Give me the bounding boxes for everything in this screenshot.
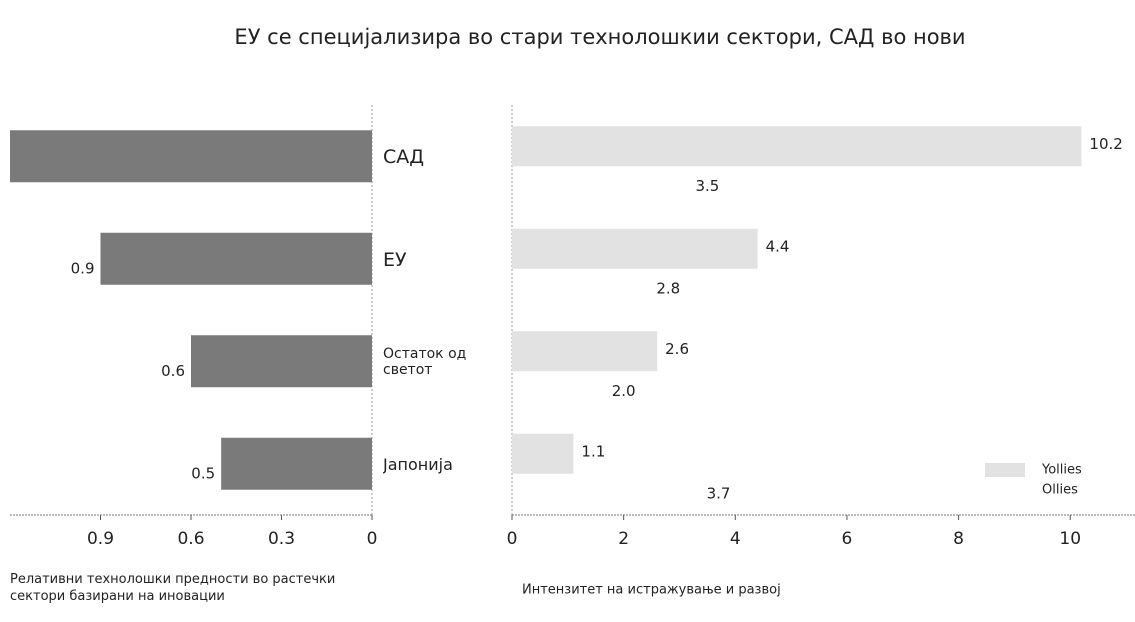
bar — [512, 331, 658, 372]
x-tick-label: 4 — [730, 529, 741, 549]
category-label-wrap: Јапонија — [383, 455, 453, 475]
bar — [221, 437, 372, 490]
x-axis-label: Релативни технолошки предности во растеч… — [10, 572, 336, 604]
data-label: 0.6 — [161, 362, 185, 380]
bar — [512, 126, 1082, 167]
category-label: Јапонија — [383, 455, 453, 475]
x-tick-label: 0 — [507, 529, 518, 549]
data-label: 3.7 — [707, 484, 731, 502]
x-tick-label: 0.3 — [268, 529, 295, 549]
category-label-wrap: Остаток од светот — [383, 346, 467, 379]
x-axis-label-wrap: Релативни технолошки предности во растеч… — [10, 572, 336, 604]
data-label: 0.9 — [71, 259, 95, 277]
category-label: Остаток од светот — [383, 346, 467, 379]
data-label: 2.6 — [665, 340, 689, 358]
category-label-wrap: ЕУ — [383, 248, 407, 271]
x-tick-label: 6 — [842, 529, 853, 549]
bar — [191, 335, 372, 388]
x-tick-label: 0 — [367, 529, 378, 549]
chart-title: ЕУ се специјализира во стари технолошкии… — [234, 25, 965, 49]
data-label: 4.4 — [766, 237, 790, 255]
data-label: 2.0 — [612, 382, 636, 400]
legend-label: Ollies — [1042, 483, 1078, 498]
legend-swatch — [985, 463, 1025, 477]
x-tick-label: 0.9 — [87, 529, 114, 549]
x-tick-label: 8 — [953, 529, 964, 549]
x-tick-label: 10 — [1059, 529, 1081, 549]
data-label: 3.5 — [695, 177, 719, 195]
data-label: 10.2 — [1089, 135, 1122, 153]
data-label: 1.1 — [581, 442, 605, 460]
bar — [512, 433, 574, 474]
bar — [512, 228, 758, 269]
x-tick-label: 0.6 — [177, 529, 204, 549]
x-tick-label: 2 — [618, 529, 629, 549]
category-label: САД — [383, 146, 425, 169]
bar — [10, 130, 372, 183]
x-axis-label: Интензитет на истражување и развој — [522, 583, 781, 598]
data-label: 0.5 — [191, 464, 215, 482]
data-label: 2.8 — [656, 279, 680, 297]
bar — [100, 232, 372, 285]
category-label-wrap: САД — [383, 146, 425, 169]
category-label: ЕУ — [383, 248, 407, 271]
legend-label: Yollies — [1041, 463, 1082, 478]
